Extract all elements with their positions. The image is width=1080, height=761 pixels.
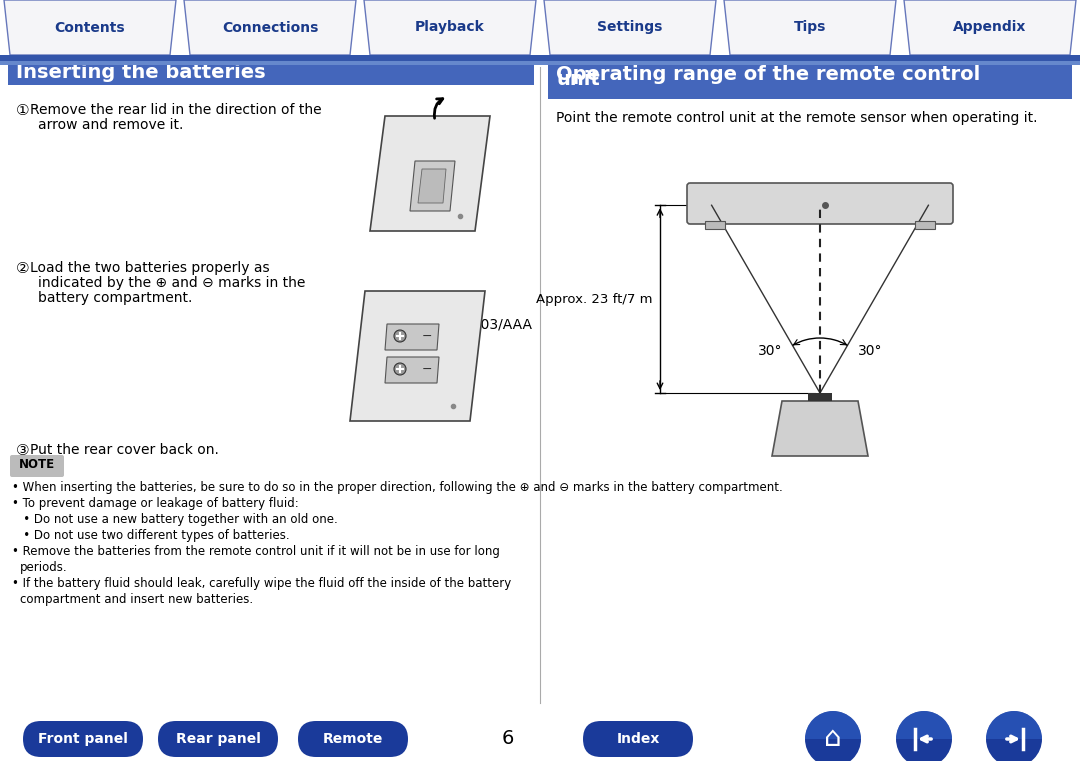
Bar [915, 221, 935, 229]
Text: ③: ③ [16, 443, 29, 458]
Text: Front panel: Front panel [38, 732, 127, 746]
Circle shape [896, 711, 951, 761]
Text: 6: 6 [502, 730, 514, 749]
FancyBboxPatch shape [10, 455, 64, 477]
Wedge shape [986, 711, 1042, 739]
Circle shape [394, 330, 406, 342]
Polygon shape [384, 357, 438, 383]
Text: Remote: Remote [323, 732, 383, 746]
Text: arrow and remove it.: arrow and remove it. [38, 118, 184, 132]
Polygon shape [904, 0, 1076, 55]
Text: • Do not use a new battery together with an old one.: • Do not use a new battery together with… [12, 513, 338, 526]
Text: Operating range of the remote control: Operating range of the remote control [556, 65, 981, 84]
Text: NOTE: NOTE [19, 457, 55, 470]
Polygon shape [724, 0, 896, 55]
Bar [808, 393, 832, 401]
Polygon shape [370, 116, 490, 231]
Text: −: − [422, 362, 432, 375]
Text: Inserting the batteries: Inserting the batteries [16, 62, 266, 81]
Text: Appendix: Appendix [954, 21, 1027, 34]
Text: R03/AAA: R03/AAA [472, 317, 534, 331]
FancyBboxPatch shape [583, 721, 693, 757]
Text: Load the two batteries properly as: Load the two batteries properly as [30, 261, 270, 275]
Text: • If the battery fluid should leak, carefully wipe the fluid off the inside of t: • If the battery fluid should leak, care… [12, 577, 511, 590]
Text: Playback: Playback [415, 21, 485, 34]
Text: 30°: 30° [858, 344, 882, 358]
Polygon shape [184, 0, 356, 55]
Text: Put the rear cover back on.: Put the rear cover back on. [30, 443, 219, 457]
Polygon shape [384, 324, 438, 350]
Text: Index: Index [617, 732, 660, 746]
Text: Connections: Connections [221, 21, 319, 34]
Wedge shape [805, 711, 861, 739]
Circle shape [986, 711, 1042, 761]
Text: Point the remote control unit at the remote sensor when operating it.: Point the remote control unit at the rem… [556, 111, 1038, 125]
Text: 30°: 30° [757, 344, 782, 358]
Text: battery compartment.: battery compartment. [38, 291, 192, 305]
Text: ⌂: ⌂ [824, 724, 841, 752]
FancyBboxPatch shape [23, 721, 143, 757]
Text: • Remove the batteries from the remote control unit if it will not be in use for: • Remove the batteries from the remote c… [12, 545, 500, 558]
Text: Remove the rear lid in the direction of the: Remove the rear lid in the direction of … [30, 103, 322, 117]
Text: Tips: Tips [794, 21, 826, 34]
Text: periods.: periods. [21, 561, 68, 574]
Bar [548, 57, 1072, 99]
Text: ②: ② [16, 261, 29, 276]
Text: ①: ① [16, 103, 29, 118]
Text: • When inserting the batteries, be sure to do so in the proper direction, follow: • When inserting the batteries, be sure … [12, 481, 783, 494]
Polygon shape [544, 0, 716, 55]
Text: unit: unit [556, 70, 599, 89]
Text: Contents: Contents [55, 21, 125, 34]
Circle shape [394, 363, 406, 375]
Bar [0, 61, 1080, 65]
Text: Rear panel: Rear panel [176, 732, 260, 746]
FancyBboxPatch shape [158, 721, 278, 757]
Polygon shape [364, 0, 536, 55]
FancyBboxPatch shape [298, 721, 408, 757]
Polygon shape [350, 291, 485, 421]
Bar [705, 221, 725, 229]
Bar [8, 59, 534, 85]
Polygon shape [410, 161, 455, 211]
Text: indicated by the ⊕ and ⊖ marks in the: indicated by the ⊕ and ⊖ marks in the [38, 276, 306, 290]
FancyBboxPatch shape [687, 183, 953, 224]
Text: • To prevent damage or leakage of battery fluid:: • To prevent damage or leakage of batter… [12, 497, 299, 510]
Circle shape [805, 711, 861, 761]
Polygon shape [772, 401, 868, 456]
Polygon shape [4, 0, 176, 55]
Text: Settings: Settings [597, 21, 663, 34]
Wedge shape [896, 711, 951, 739]
Polygon shape [418, 169, 446, 203]
Text: • Do not use two different types of batteries.: • Do not use two different types of batt… [12, 529, 289, 542]
Text: Approx. 23 ft/7 m: Approx. 23 ft/7 m [536, 293, 652, 306]
Text: compartment and insert new batteries.: compartment and insert new batteries. [21, 593, 253, 606]
Text: −: − [422, 330, 432, 342]
Bar [0, 55, 1080, 61]
